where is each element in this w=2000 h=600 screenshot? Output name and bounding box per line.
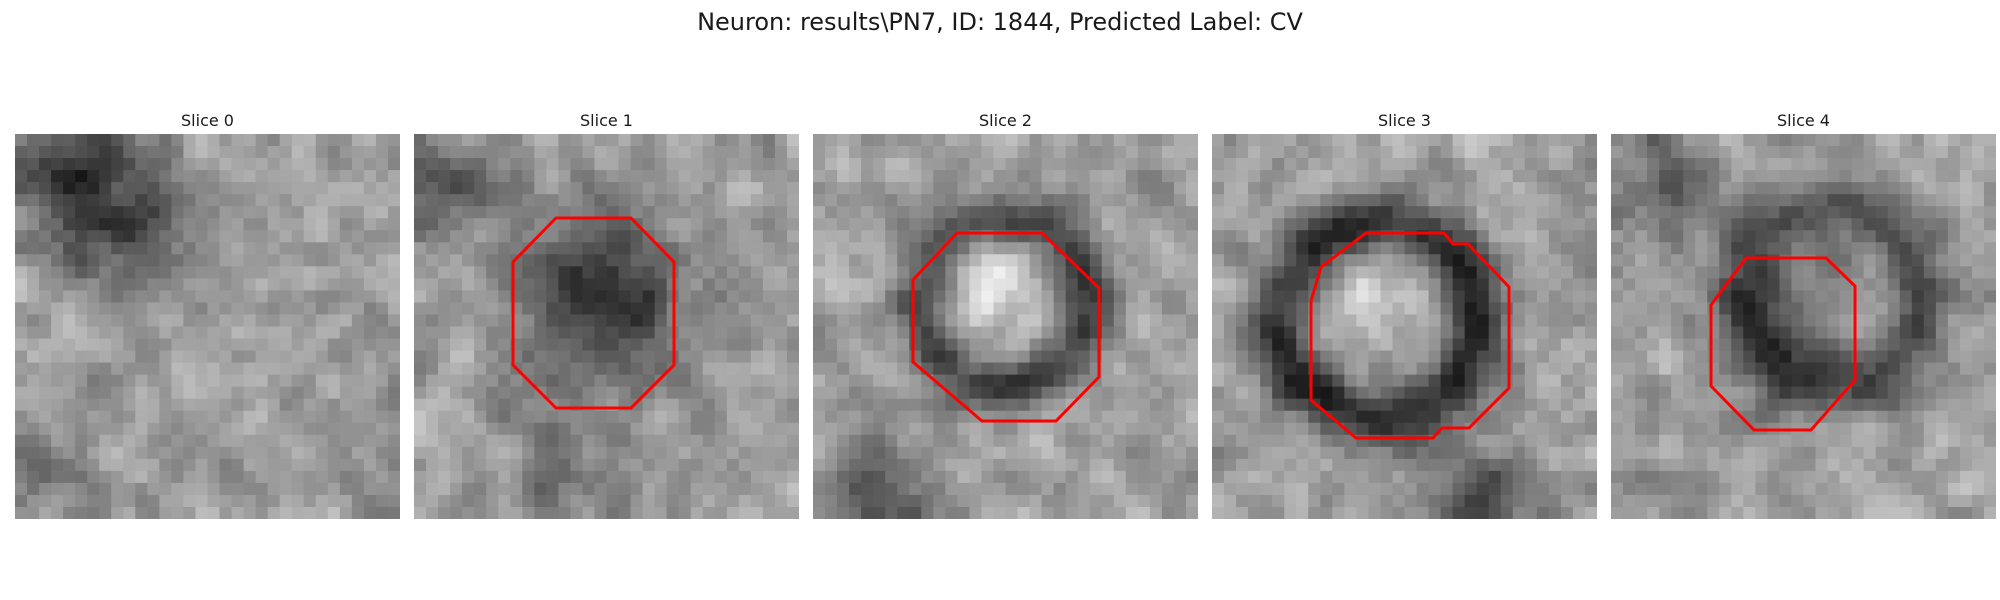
slice-title: Slice 2: [979, 111, 1032, 130]
slice-image: [1212, 134, 1597, 519]
slice-image: [1611, 134, 1996, 519]
slice-title: Slice 4: [1777, 111, 1830, 130]
slice-image: [15, 134, 400, 519]
contour-outline: [1309, 231, 1511, 440]
contour-outline: [511, 216, 676, 410]
contour-outline: [1709, 256, 1857, 432]
slice-panel-2: Slice 2: [813, 108, 1198, 519]
slice-title: Slice 3: [1378, 111, 1431, 130]
slice-title: Slice 0: [181, 111, 234, 130]
slice-panel-4: Slice 4: [1611, 108, 1996, 519]
slice-panel-0: Slice 0: [15, 108, 400, 519]
slice-image: [414, 134, 799, 519]
figure-title: Neuron: results\PN7, ID: 1844, Predicted…: [697, 8, 1303, 36]
slice-title: Slice 1: [580, 111, 633, 130]
slice-panel-1: Slice 1: [414, 108, 799, 519]
slice-image: [813, 134, 1198, 519]
slice-panel-3: Slice 3: [1212, 108, 1597, 519]
contour-outline: [911, 231, 1101, 423]
